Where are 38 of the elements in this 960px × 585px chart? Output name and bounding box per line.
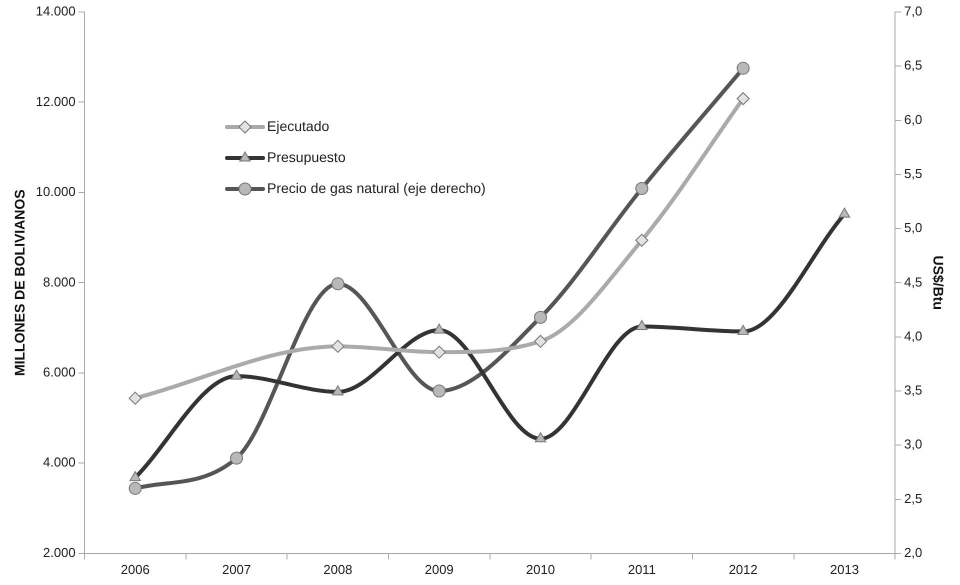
point — [432, 384, 446, 398]
y2-tick-label: 2,0 — [904, 544, 922, 560]
point — [230, 452, 244, 465]
y2-tick-label: 3,5 — [904, 382, 922, 398]
x-tick-label: 2008 — [323, 562, 352, 577]
y2-tick-label: 4,5 — [904, 274, 922, 290]
y-axis-title: MILLONES DE BOLIVIANOS — [11, 189, 28, 376]
point — [534, 310, 548, 324]
legend-label: Precio de gas natural (eje derecho) — [267, 180, 486, 196]
x-tick-label: 2012 — [728, 562, 758, 577]
x-tick-label: 2013 — [830, 562, 859, 577]
y2-axis-title: US$/Btu — [930, 255, 947, 310]
y-tick-label: 10.000 — [36, 184, 76, 200]
y-tick-label: 4.000 — [43, 454, 76, 470]
x-tick-label: 2009 — [424, 562, 454, 577]
legend-label: Ejecutado — [267, 118, 330, 134]
x-tick-label: 2010 — [526, 562, 555, 577]
point — [635, 182, 648, 195]
y2-tick-label: 6,5 — [904, 58, 922, 73]
y-tick-label: 8.000 — [43, 274, 76, 290]
y-tick-label: 14.000 — [36, 4, 76, 19]
y2-tick-label: 4,0 — [904, 328, 922, 344]
y-tick-label: 2.000 — [43, 544, 76, 560]
y2-tick-label: 5,0 — [904, 220, 922, 236]
y-tick-label: 6.000 — [43, 364, 76, 380]
point — [128, 482, 142, 495]
y2-tick-label: 6,0 — [904, 112, 922, 127]
y-tick-label: 12.000 — [36, 94, 76, 109]
x-tick-label: 2011 — [628, 562, 656, 577]
legend-label: Presupuesto — [267, 148, 346, 165]
x-tick-label: 2006 — [120, 562, 150, 577]
y2-tick-label: 7,0 — [904, 4, 922, 19]
x-tick-label: 2007 — [222, 562, 252, 577]
y2-tick-label: 5,5 — [904, 166, 922, 181]
y2-tick-label: 2,5 — [904, 490, 922, 506]
point — [331, 277, 344, 290]
y2-tick-label: 3,0 — [904, 436, 922, 452]
point — [736, 62, 750, 75]
